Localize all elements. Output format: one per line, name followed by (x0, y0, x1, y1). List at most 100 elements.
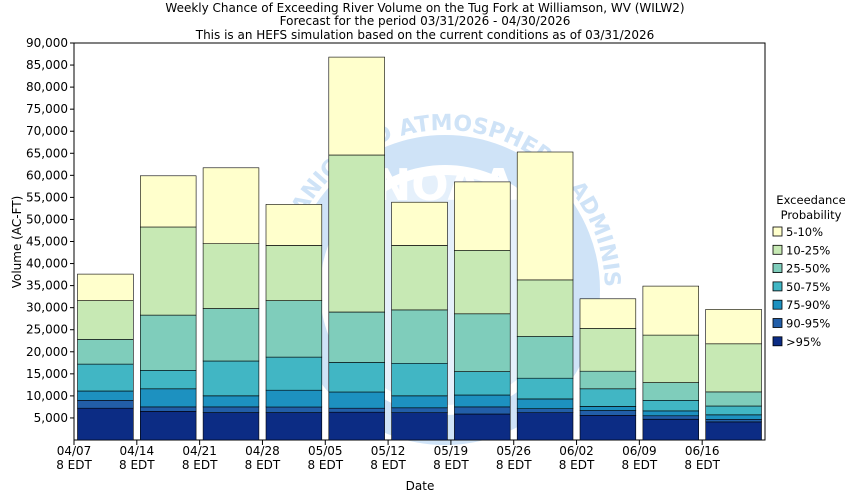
x-tick-date: 05/19 (434, 444, 469, 458)
bar-segment-8-1025 (516, 279, 574, 337)
legend-swatch-7590 (772, 299, 783, 310)
y-tick-label: 65,000 (26, 146, 68, 160)
bar-segment-11-1025 (705, 343, 762, 393)
y-tick-label: 20,000 (26, 345, 68, 359)
x-tick-date: 05/05 (308, 444, 343, 458)
bar-segment-8-5075 (516, 377, 574, 400)
x-tick-time: 8 EDT (56, 458, 92, 472)
x-tick-time: 8 EDT (182, 458, 218, 472)
y-tick-label: 85,000 (26, 58, 68, 72)
bar-segment-5-9095 (328, 407, 385, 413)
bar-segment-3-95 (202, 412, 260, 441)
bar-segment-6-2550 (391, 309, 448, 364)
x-tick-time: 8 EDT (684, 458, 720, 472)
bar-segment-4-1025 (265, 245, 323, 301)
y-tick-label: 70,000 (26, 124, 68, 138)
bar-segment-7-95 (454, 413, 511, 441)
bar-segment-10-5075 (642, 399, 700, 412)
bar-segment-7-510 (454, 181, 511, 251)
bar-segment-11-2550 (705, 391, 762, 407)
y-tick-label: 45,000 (26, 235, 68, 249)
bar-segment-7-7590 (454, 394, 511, 408)
bar-segment-2-7590 (140, 388, 197, 408)
bar-segment-4-2550 (265, 300, 323, 358)
legend-label: 5-10% (786, 225, 823, 239)
bar-segment-9-2550 (579, 370, 637, 390)
bar-segment-5-5075 (328, 362, 385, 393)
y-tick-label: 80,000 (26, 80, 68, 94)
bar-segment-9-510 (579, 298, 637, 329)
x-tick-date: 06/16 (685, 444, 720, 458)
x-tick-date: 04/14 (120, 444, 155, 458)
bar-segment-1-7590 (77, 390, 134, 401)
bar-segment-8-510 (516, 151, 574, 281)
bar-segment-8-9095 (516, 408, 574, 414)
x-tick-time: 8 EDT (433, 458, 469, 472)
bar-segment-10-510 (642, 285, 700, 336)
bar-segment-9-9095 (579, 410, 637, 416)
bar-segment-10-2550 (642, 382, 700, 401)
y-axis-label: Volume (AC-FT) (10, 196, 24, 289)
bar-segment-8-95 (516, 412, 574, 441)
x-tick-time: 8 EDT (119, 458, 155, 472)
x-axis-label: Date (406, 479, 435, 493)
bar-segment-4-9095 (265, 406, 323, 413)
bar-segment-11-7590 (705, 414, 762, 420)
bar-segment-2-5075 (140, 369, 197, 390)
x-tick-date: 06/09 (622, 444, 657, 458)
bar-segment-8-2550 (516, 335, 574, 379)
chart-title: Weekly Chance of Exceeding River Volume … (165, 1, 684, 15)
bar-segment-1-510 (77, 273, 134, 301)
bar-segment-7-2550 (454, 313, 511, 372)
legend-title-line-1: Exceedance (776, 193, 845, 207)
x-tick-time: 8 EDT (496, 458, 532, 472)
bar-segment-4-95 (265, 412, 323, 441)
bars-layer (77, 56, 762, 441)
x-tick-time: 8 EDT (370, 458, 406, 472)
legend-label: 25-50% (786, 262, 830, 276)
bar-segment-6-1025 (391, 245, 448, 311)
legend-label: >95% (786, 335, 821, 349)
legend-label: 50-75% (786, 280, 830, 294)
x-tick-date: 04/07 (57, 444, 92, 458)
bar-segment-3-1025 (202, 243, 260, 309)
y-axis: 5,000 10,000 15,000 20,000 25,000 30,000 35,00… (26, 36, 74, 425)
bar-segment-1-5075 (77, 363, 134, 392)
bar-segment-10-7590 (642, 410, 700, 417)
bar-segment-7-9095 (454, 406, 511, 415)
x-tick-date: 05/12 (371, 444, 406, 458)
legend-label: 10-25% (786, 243, 830, 257)
bar-segment-2-2550 (140, 314, 197, 371)
y-tick-label: 10,000 (26, 389, 68, 403)
y-tick-label: 55,000 (26, 190, 68, 204)
bar-segment-4-7590 (265, 389, 323, 408)
y-tick-label: 60,000 (26, 168, 68, 182)
bar-segment-6-9095 (391, 407, 448, 413)
legend-title-line-2: Probability (781, 208, 842, 222)
bar-segment-10-1025 (642, 334, 700, 383)
bar-segment-4-510 (265, 204, 323, 246)
bar-segment-1-2550 (77, 339, 134, 365)
x-tick-time: 8 EDT (245, 458, 281, 472)
bar-segment-2-9095 (140, 406, 197, 412)
x-tick-date: 04/28 (245, 444, 280, 458)
bar-segment-8-7590 (516, 398, 574, 409)
bar-segment-5-510 (328, 56, 385, 156)
bar-segment-3-2550 (202, 308, 260, 362)
bar-segment-6-510 (391, 201, 448, 246)
bar-segment-6-95 (391, 412, 448, 441)
legend-swatch-510 (772, 226, 783, 237)
bar-segment-11-9095 (705, 418, 762, 423)
bar-segment-3-5075 (202, 360, 260, 397)
legend-swatch-9095 (772, 318, 783, 328)
x-tick-time: 8 EDT (622, 458, 658, 472)
y-tick-label: 30,000 (26, 301, 68, 315)
bar-segment-2-95 (140, 410, 197, 441)
bar-segment-9-5075 (579, 388, 637, 407)
bar-segment-10-9095 (642, 415, 700, 420)
bar-segment-5-2550 (328, 311, 385, 363)
y-tick-label: 5,000 (34, 411, 68, 425)
legend-swatch-2550 (772, 263, 783, 274)
